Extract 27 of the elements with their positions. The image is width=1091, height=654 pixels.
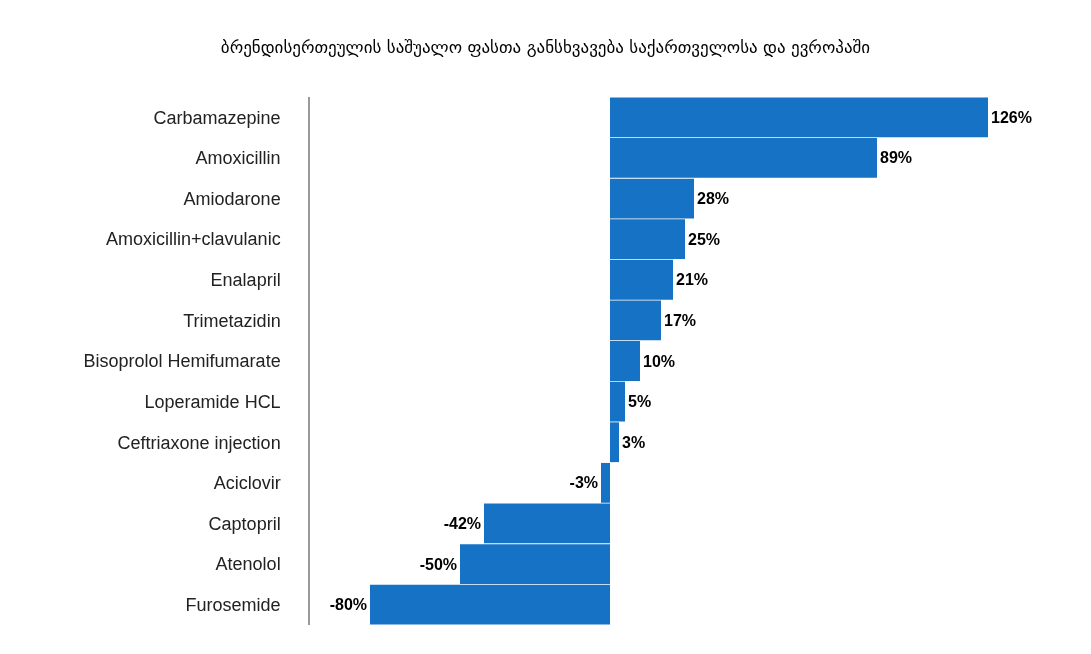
data-label: -80%: [329, 596, 367, 614]
data-label: 25%: [688, 230, 721, 248]
data-label: 17%: [664, 311, 697, 329]
data-label: 28%: [697, 190, 730, 208]
y-tick-label: Amoxicillin: [195, 148, 281, 169]
data-label: 5%: [628, 393, 652, 411]
y-tick-label: Enalapril: [210, 270, 281, 291]
y-tick-label: Trimetazidin: [183, 310, 281, 331]
y-tick-label: Ceftriaxone injection: [117, 432, 281, 453]
data-label: 89%: [880, 149, 913, 167]
data-label: -42%: [443, 514, 481, 532]
data-label: 3%: [622, 433, 646, 451]
y-tick-label: Aciclovir: [213, 473, 281, 494]
data-label: 21%: [676, 271, 709, 289]
y-tick-label: Loperamide HCL: [144, 391, 281, 412]
y-tick-label: Furosemide: [185, 594, 281, 615]
y-tick-label: Carbamazepine: [153, 107, 281, 128]
data-label: -3%: [569, 474, 598, 492]
y-tick-label: Captopril: [208, 513, 281, 534]
y-tick-label: Amoxicillin+clavulanic: [106, 229, 281, 250]
data-label: -50%: [419, 555, 457, 573]
y-tick-label: Bisoprolol Hemifumarate: [83, 351, 281, 372]
chart-title: ბრენდისერთეულის საშუალო ფასთა განსხვავება საქართველოსა და ევროპაში: [220, 36, 871, 57]
data-label: 10%: [643, 352, 676, 370]
data-label: 126%: [991, 108, 1032, 126]
y-tick-label: Amiodarone: [183, 188, 281, 209]
y-tick-label: Atenolol: [215, 554, 281, 575]
